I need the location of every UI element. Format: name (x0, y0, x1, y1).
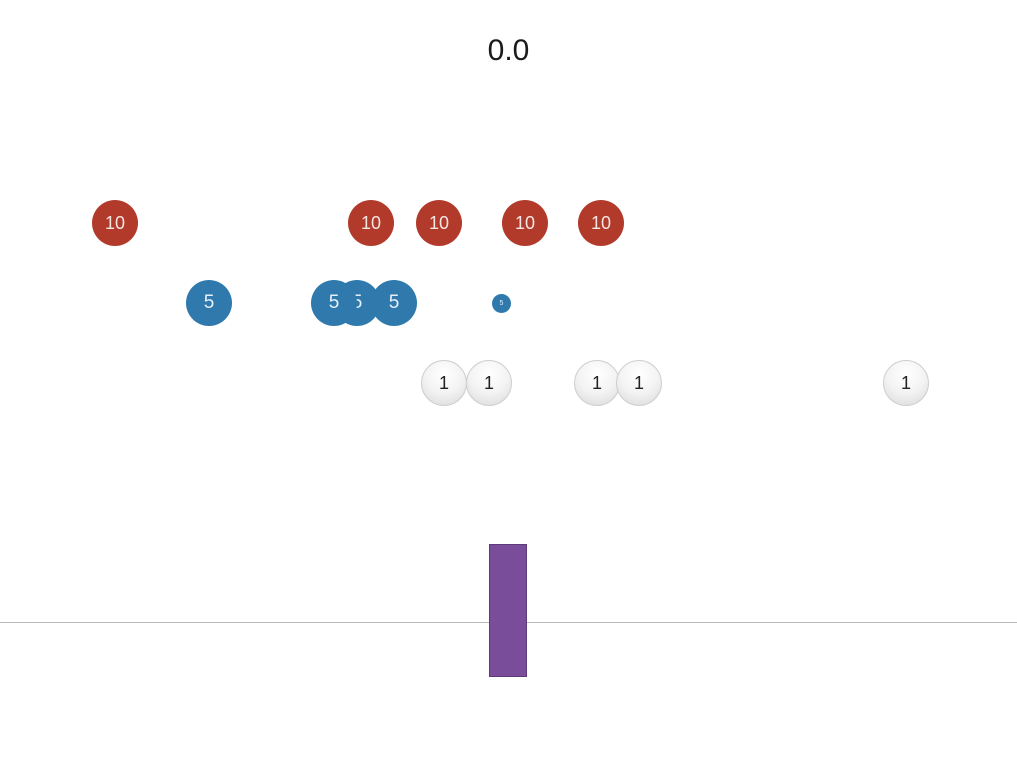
coin-5[interactable]: 5 (371, 280, 417, 326)
coin-1[interactable]: 1 (421, 360, 467, 406)
coin-1[interactable]: 1 (616, 360, 662, 406)
coin-10[interactable]: 10 (348, 200, 394, 246)
coin-1[interactable]: 1 (466, 360, 512, 406)
coin-5[interactable]: 5 (311, 280, 357, 326)
coin-10[interactable]: 10 (92, 200, 138, 246)
coin-1[interactable]: 1 (883, 360, 929, 406)
coin-10[interactable]: 10 (502, 200, 548, 246)
coin-5[interactable]: 5 (186, 280, 232, 326)
score-display: 0.0 (487, 34, 530, 67)
coin-10[interactable]: 10 (578, 200, 624, 246)
coin-1[interactable]: 1 (574, 360, 620, 406)
paddle[interactable] (489, 544, 527, 677)
coin-10[interactable]: 10 (416, 200, 462, 246)
coin-5[interactable]: 5 (492, 294, 511, 313)
